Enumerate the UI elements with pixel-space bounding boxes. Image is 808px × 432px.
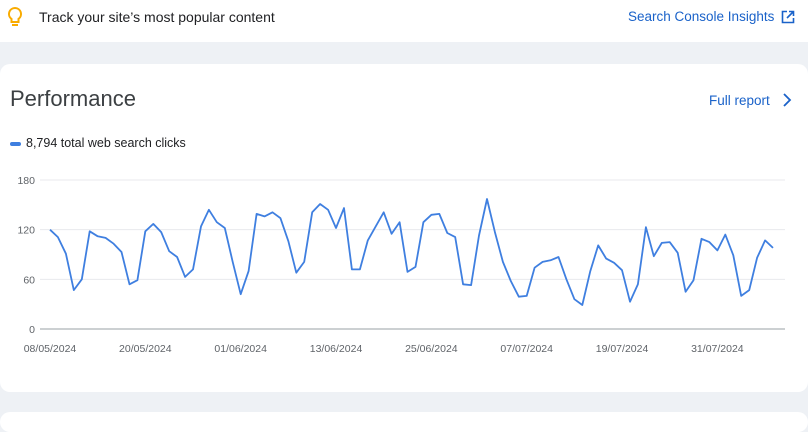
x-tick-label: 01/06/2024: [214, 343, 267, 355]
y-tick-label: 0: [29, 324, 35, 336]
x-tick-label: 08/05/2024: [24, 343, 77, 355]
performance-card: Performance Full report 8,794 total web …: [0, 64, 808, 392]
x-tick-label: 07/07/2024: [500, 343, 553, 355]
x-tick-label: 19/07/2024: [596, 343, 649, 355]
y-tick-label: 60: [23, 274, 35, 286]
card-title: Performance: [10, 86, 136, 111]
y-tick-label: 120: [17, 225, 35, 237]
tip-text: Track your site’s most popular content: [39, 9, 275, 25]
x-tick-label: 20/05/2024: [119, 343, 172, 355]
x-tick-label: 13/06/2024: [310, 343, 363, 355]
legend-label: 8,794 total web search clicks: [26, 136, 186, 150]
y-tick-label: 180: [17, 175, 35, 187]
chevron-icon[interactable]: [782, 93, 792, 107]
full-report-link[interactable]: Full report: [709, 93, 770, 108]
external-icon[interactable]: [781, 10, 795, 24]
legend-swatch: [10, 142, 21, 146]
insights-link[interactable]: Search Console Insights: [628, 9, 775, 24]
line: [49, 198, 774, 306]
tip-bar: Track your site’s most popular content S…: [0, 0, 808, 42]
x-tick-label: 31/07/2024: [691, 343, 744, 355]
x-tick-label: 25/06/2024: [405, 343, 458, 355]
bulb-icon: [7, 6, 23, 26]
